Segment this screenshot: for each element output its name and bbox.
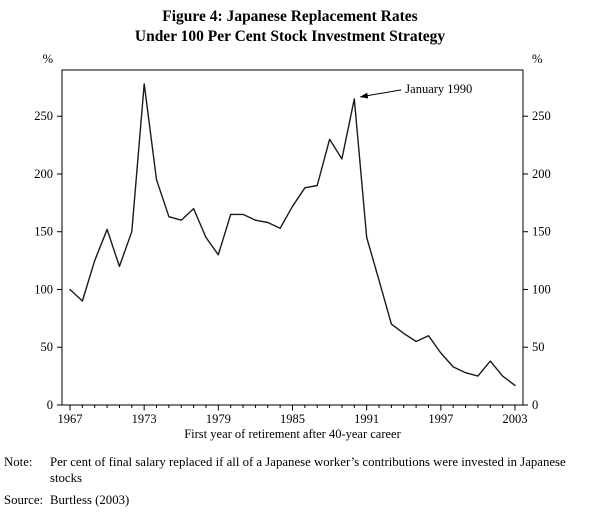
x-axis-label: First year of retirement after 40-year c… — [184, 427, 401, 441]
y-axis-tick-label-left: 150 — [34, 225, 53, 239]
x-axis-tick-label: 1991 — [354, 412, 379, 426]
note-text: Per cent of final salary replaced if all… — [50, 455, 566, 486]
y-axis-tick-label-left: 250 — [34, 109, 53, 123]
y-axis-unit-label-left: % — [43, 52, 53, 66]
x-axis-tick-label: 1985 — [280, 412, 305, 426]
y-axis-tick-label-left: 200 — [34, 167, 53, 181]
chart-title: Figure 4: Japanese Replacement Rates Und… — [0, 7, 580, 48]
y-axis-tick-label-left: 100 — [34, 282, 53, 296]
source-text: Burtless (2003) — [50, 492, 130, 507]
y-axis-tick-label-left: 0 — [47, 398, 53, 412]
annotation-label: January 1990 — [405, 82, 472, 96]
source-row: Source: Burtless (2003) — [4, 492, 596, 508]
y-axis-tick-label-right: 100 — [532, 282, 551, 296]
note-label: Note: — [4, 455, 33, 469]
chart-area: 0 0 50 50 100 100 150 150 200 200 250 250%% 1967 1973… — [0, 50, 600, 450]
y-axis-tick-label-right: 0 — [532, 398, 538, 412]
y-axis-tick-label-right: 250 — [532, 109, 551, 123]
y-axis-unit-label-right: % — [532, 52, 542, 66]
x-axis-tick-label: 1979 — [206, 412, 231, 426]
x-axis-tick-label: 1997 — [428, 412, 453, 426]
y-axis-tick-label-right: 150 — [532, 225, 551, 239]
x-axis-tick-label: 1967 — [58, 412, 83, 426]
figure-notes: Note: Per cent of final salary replaced … — [4, 454, 596, 508]
plot-frame — [61, 69, 524, 406]
annotation-arrow — [359, 89, 402, 99]
note-row: Note: Per cent of final salary replaced … — [4, 454, 596, 487]
data-series-line — [69, 83, 516, 387]
y-axis-tick-label-right: 50 — [532, 340, 545, 354]
replacement-rate-line-chart: 0 0 50 50 100 100 150 150 200 200 250 250% % 1967 1973… — [34, 52, 551, 441]
y-axis-tick-label-left: 50 — [41, 340, 54, 354]
source-label: Source: — [4, 492, 44, 507]
y-axis-tick-label-right: 200 — [532, 167, 551, 181]
x-axis-tick-label: 1973 — [132, 412, 157, 426]
chart-title-line2: Under 100 Per Cent Stock Investment Stra… — [134, 28, 446, 46]
chart-title-line1: Figure 4: Japanese Replacement Rates — [162, 8, 418, 25]
x-axis-tick-label: 2003 — [503, 412, 528, 426]
